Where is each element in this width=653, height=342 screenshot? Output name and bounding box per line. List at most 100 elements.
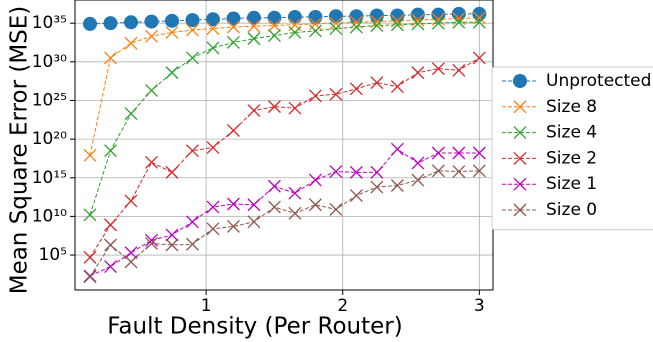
data-point [451,6,466,21]
data-point [329,202,343,216]
data-point [206,222,220,236]
legend-marker [513,177,527,191]
data-point [431,62,445,76]
data-point [104,260,117,274]
data-point [104,218,117,232]
legend-label: Size 0 [546,200,597,220]
data-point [390,179,404,192]
data-point [83,16,98,31]
data-point [370,19,384,32]
data-point [349,20,363,34]
x-tick-label: 3 [474,296,485,316]
data-point [431,146,445,160]
data-point [370,180,384,194]
data-point [288,26,302,39]
data-point [226,219,240,233]
data-point [308,24,322,38]
data-point [390,80,404,94]
data-point [390,142,404,156]
data-point [410,7,425,22]
data-point [226,124,240,137]
data-point [308,89,322,103]
data-point [104,238,117,252]
y-axis-label: Mean Square Error (MSE) [7,6,33,295]
data-point [472,15,486,29]
data-point [472,11,486,25]
series-line [89,21,480,215]
data-point [83,270,97,284]
data-point [452,165,466,179]
data-point [144,14,159,29]
data-point [186,23,199,37]
data-point [288,186,302,200]
data-point [431,7,446,22]
legend-label: Size 4 [546,123,597,143]
data-point [226,11,241,26]
data-point [206,22,220,36]
data-point [226,36,240,49]
data-point [226,20,240,34]
data-point [247,215,261,229]
legend-label: Size 8 [546,97,597,117]
data-point [411,156,425,170]
data-point [472,164,486,178]
x-tick-label: 2 [337,296,348,316]
data-point [247,19,261,33]
data-point [206,41,220,55]
data-point [226,197,240,211]
data-point [83,250,97,264]
y-tick-label: 10¹⁰ [32,206,67,226]
legend: Unprotected Size 8 Size 4 Size 2 Size 1 Size … [491,66,653,231]
data-point [452,63,466,77]
data-point [411,66,425,80]
data-point [472,6,487,21]
data-point [205,12,220,27]
legend-marker [513,151,527,165]
data-point [329,87,343,101]
data-point [104,51,117,65]
data-point [165,165,179,179]
legend-label: Unprotected [546,71,651,91]
data-point [390,8,405,23]
data-point [308,198,322,212]
data-point [83,148,97,162]
data-point [124,36,138,50]
data-point [186,215,199,229]
data-point [349,165,363,179]
data-point [267,29,281,43]
data-point [247,104,261,117]
y-tick-label: 10³⁵ [32,13,67,33]
series-line [89,170,480,277]
data-point [186,237,199,251]
data-point [431,164,445,178]
legend-marker [513,203,527,217]
data-point [124,107,138,121]
legend-marker [513,126,527,140]
data-point [186,144,199,158]
data-point [288,206,302,220]
data-point [349,82,363,96]
data-point [165,228,179,242]
data-point [145,233,158,247]
data-point [329,165,343,179]
legend-label: Size 2 [546,148,597,168]
data-point [165,26,179,39]
data-point [267,179,281,193]
data-point [267,19,281,32]
plot-frame [74,0,494,291]
data-point [206,200,220,214]
y-tick-label: 10²⁰ [32,129,67,149]
x-tick-label: 1 [201,296,212,316]
data-point [267,100,281,114]
legend-marker [513,100,527,114]
y-tick-label: 10³⁰ [32,52,67,72]
data-point [124,246,138,260]
data-point [472,146,486,160]
data-point [329,16,343,30]
data-point [247,32,261,46]
legend-box [491,66,653,231]
data-point [370,76,384,90]
data-point [308,17,322,31]
legend-marker [513,74,527,88]
